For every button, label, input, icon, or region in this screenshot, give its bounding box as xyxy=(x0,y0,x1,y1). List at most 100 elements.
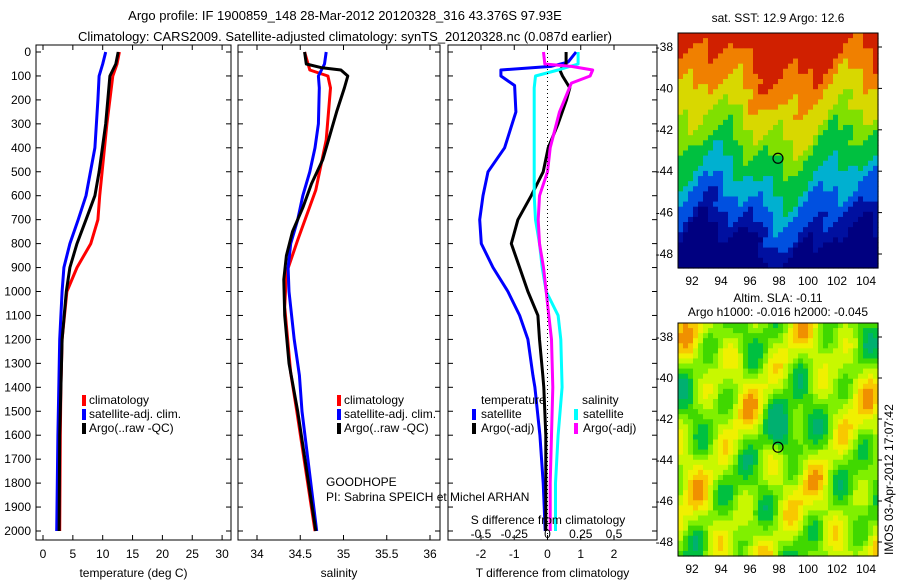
map-cell xyxy=(813,454,819,461)
map-cell xyxy=(703,262,709,269)
map-cell xyxy=(753,338,759,344)
map-cell xyxy=(763,165,769,172)
map-cell xyxy=(693,333,699,339)
map-cell xyxy=(758,247,764,254)
map-cell xyxy=(843,38,849,44)
map-cell xyxy=(813,196,819,203)
map-cell xyxy=(838,99,844,106)
map-cell xyxy=(698,474,704,481)
map-cell xyxy=(798,348,804,354)
map-cell xyxy=(723,449,729,456)
map-cell xyxy=(873,505,879,512)
y-tick-label: 1400 xyxy=(4,380,31,394)
map-cell xyxy=(798,181,804,187)
map-cell xyxy=(733,393,739,400)
map-cell xyxy=(803,500,809,506)
map-cell xyxy=(788,78,794,85)
map-cell xyxy=(803,216,809,223)
map-cell xyxy=(778,227,784,233)
map-cell xyxy=(728,176,734,182)
map-cell xyxy=(698,201,704,208)
map-cell xyxy=(738,130,744,136)
map-cell xyxy=(773,242,779,249)
map-cell xyxy=(733,480,739,486)
map-cell xyxy=(723,99,729,106)
map-cell xyxy=(798,343,804,349)
map-cell xyxy=(693,43,699,49)
map-cell xyxy=(788,414,794,420)
map-cell xyxy=(848,414,854,420)
map-cell xyxy=(683,145,689,152)
map-cell xyxy=(723,530,729,537)
map-cell xyxy=(758,505,764,512)
map-cell xyxy=(843,150,849,157)
map-cell xyxy=(718,449,724,456)
map-cell xyxy=(808,114,814,121)
map-cell xyxy=(788,404,794,410)
map-cell xyxy=(868,176,874,182)
map-cell xyxy=(783,545,789,552)
map-cell xyxy=(768,150,774,157)
map-cell xyxy=(818,343,824,349)
map-cell xyxy=(698,550,704,557)
map-cell xyxy=(683,378,689,385)
map-cell xyxy=(738,237,744,244)
map-cell xyxy=(763,237,769,244)
map-cell xyxy=(808,510,814,517)
map-cell xyxy=(808,63,814,70)
map-cell xyxy=(858,414,864,420)
map-cell xyxy=(748,429,754,436)
map-cell xyxy=(848,191,854,198)
map-cell xyxy=(873,540,879,547)
map-cell xyxy=(813,211,819,218)
map-cell xyxy=(793,68,799,75)
map-cell xyxy=(763,535,769,542)
map-cell xyxy=(683,454,689,461)
map-cell xyxy=(798,140,804,146)
map-cell xyxy=(793,510,799,517)
legend-label: climatology xyxy=(344,393,404,407)
map-cell xyxy=(773,89,779,95)
map-cell xyxy=(833,252,839,259)
map-cell xyxy=(698,165,704,172)
map-cell xyxy=(738,500,744,506)
map-cell xyxy=(753,368,759,375)
map-cell xyxy=(788,393,794,400)
map-cell xyxy=(778,155,784,162)
map-cell xyxy=(838,398,844,405)
map-cell xyxy=(743,424,749,430)
map-cell xyxy=(763,404,769,410)
map-cell xyxy=(753,348,759,354)
map-cell xyxy=(718,58,724,65)
map-cell xyxy=(858,500,864,506)
map-cell xyxy=(828,363,834,370)
map-cell xyxy=(768,525,774,532)
map-cell xyxy=(778,404,784,410)
map-cell xyxy=(728,222,734,228)
map-cell xyxy=(798,78,804,85)
map-cell xyxy=(833,130,839,136)
map-cell xyxy=(873,38,879,44)
map-cell xyxy=(678,181,684,187)
map-cell xyxy=(813,145,819,152)
map-cell xyxy=(778,78,784,85)
map-cell xyxy=(748,145,754,152)
map-cell xyxy=(688,469,694,476)
map-cell xyxy=(808,43,814,49)
map-cell xyxy=(838,424,844,430)
map-cell xyxy=(843,510,849,517)
map-cell xyxy=(853,535,859,542)
map-cell xyxy=(773,176,779,182)
map-cell xyxy=(778,328,784,334)
map-cell xyxy=(748,160,754,167)
map-cell xyxy=(733,222,739,228)
map-cell xyxy=(828,247,834,254)
map-cell xyxy=(873,454,879,461)
map-cell xyxy=(718,474,724,481)
map-cell xyxy=(743,444,749,451)
map-cell xyxy=(783,84,789,90)
map-cell xyxy=(758,388,764,395)
map-cell xyxy=(803,109,809,116)
map-cell xyxy=(768,114,774,121)
map-cell xyxy=(688,201,694,208)
